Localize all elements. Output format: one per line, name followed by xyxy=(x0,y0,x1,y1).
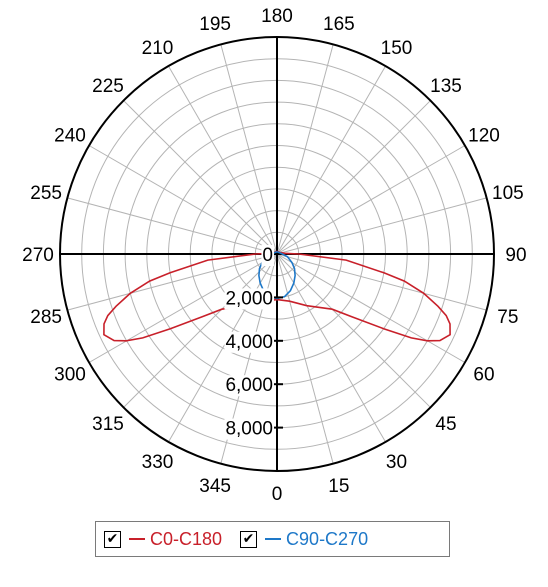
angle-tick-label: 330 xyxy=(142,452,174,473)
grid-spoke xyxy=(67,253,278,311)
grid-spoke xyxy=(276,44,334,255)
angle-tick-label: 255 xyxy=(30,183,62,204)
angle-tick-label: 150 xyxy=(381,38,413,59)
radial-tick-label: 8,000 xyxy=(225,419,273,440)
angle-tick-label: 225 xyxy=(92,76,124,97)
angle-tick-label: 165 xyxy=(323,14,355,35)
angle-tick-label: 0 xyxy=(272,484,283,505)
polar-chart: 0 2,000 4,000 6,000 8,000 0 15 30 45 60 75 90 105 120… xyxy=(22,6,526,505)
grid-spoke xyxy=(168,253,278,443)
angle-tick-label: 105 xyxy=(492,183,524,204)
grid-spoke xyxy=(276,253,431,408)
legend-checkbox-c0-c180[interactable]: ✔ xyxy=(104,530,121,548)
angle-tick-label: 60 xyxy=(473,365,494,386)
grid-spoke xyxy=(276,253,466,363)
grid-spoke xyxy=(220,44,278,255)
grid-spoke xyxy=(276,253,487,311)
angle-tick-label: 315 xyxy=(92,414,124,435)
angle-tick-label: 45 xyxy=(435,414,456,435)
radial-label-bg xyxy=(224,288,274,310)
grid-spoke xyxy=(123,100,278,255)
angle-tick-label: 240 xyxy=(54,126,86,147)
radial-tick-label: 0 xyxy=(262,245,273,266)
grid-spoke xyxy=(276,145,466,255)
angle-tick-label: 15 xyxy=(328,476,349,497)
grid-spoke xyxy=(276,253,386,443)
radial-tick-label: 6,000 xyxy=(225,375,273,396)
grid-spoke xyxy=(276,197,487,255)
radial-label-bg xyxy=(224,418,274,440)
grid-spoke xyxy=(67,197,278,255)
radial-label-bg xyxy=(224,331,274,353)
grid-spoke xyxy=(276,100,431,255)
series-c90-c270-line xyxy=(258,250,296,300)
radial-label-bg xyxy=(261,245,274,266)
radial-label-bg xyxy=(224,375,274,397)
legend: ✔ C0-C180 ✔ C90-C270 xyxy=(95,521,450,557)
legend-label-c90-c270: C90-C270 xyxy=(286,528,369,549)
angle-tick-label: 195 xyxy=(199,14,231,35)
angle-tick-label: 90 xyxy=(505,245,526,266)
angle-tick-label: 30 xyxy=(386,452,407,473)
grid-spoke xyxy=(123,253,278,408)
grid-spoke xyxy=(276,253,334,464)
legend-item-c90-c270[interactable]: ✔ C90-C270 xyxy=(240,529,368,550)
angle-tick-label: 180 xyxy=(261,6,293,27)
angle-tick-label: 135 xyxy=(430,76,462,97)
legend-checkbox-c90-c270[interactable]: ✔ xyxy=(240,530,258,548)
outer-ring xyxy=(59,36,495,472)
grid-spoke xyxy=(88,253,278,363)
radial-tick-label: 4,000 xyxy=(225,332,273,353)
legend-label-c0-c180: C0-C180 xyxy=(150,528,223,549)
angle-tick-label: 345 xyxy=(199,476,231,497)
legend-swatch-c90-c270 xyxy=(265,538,282,540)
grid-spoke xyxy=(168,65,278,255)
angle-tick-label: 75 xyxy=(497,307,518,328)
angle-tick-label: 120 xyxy=(468,126,500,147)
grid-spoke xyxy=(88,145,278,255)
angle-tick-label: 285 xyxy=(30,307,62,328)
grid-spoke xyxy=(276,65,386,255)
angle-tick-label: 300 xyxy=(54,365,86,386)
legend-swatch-c0-c180 xyxy=(129,538,145,540)
radial-tick-label: 2,000 xyxy=(225,288,273,309)
legend-item-c0-c180[interactable]: ✔ C0-C180 xyxy=(104,529,222,550)
angle-tick-label: 210 xyxy=(142,38,174,59)
angle-tick-label: 270 xyxy=(22,245,54,266)
